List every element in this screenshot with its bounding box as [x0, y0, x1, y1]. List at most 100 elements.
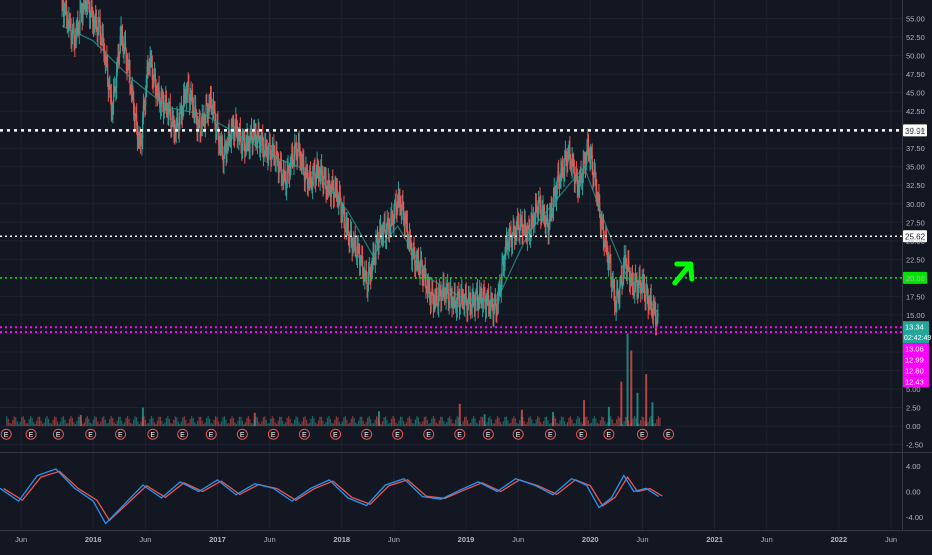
earnings-marker[interactable]: [85, 428, 97, 440]
volume-bar: [67, 423, 69, 427]
candle-body: [253, 131, 255, 143]
earnings-marker[interactable]: [663, 428, 675, 440]
candle-body: [279, 161, 282, 163]
candle-body: [241, 140, 244, 150]
candle-body: [289, 167, 291, 177]
candle-body: [86, 3, 88, 11]
candle-body: [227, 131, 230, 142]
earnings-marker[interactable]: [392, 428, 404, 440]
candle-body: [146, 66, 148, 80]
candle-body: [184, 90, 186, 98]
candle-body: [428, 281, 430, 289]
candle-body: [344, 229, 347, 232]
earnings-marker[interactable]: [25, 428, 37, 440]
earnings-marker[interactable]: [423, 428, 435, 440]
volume-bar: [256, 417, 258, 427]
alert-price-tag: [903, 354, 929, 366]
volume-bar: [636, 392, 639, 427]
candle-body: [338, 192, 341, 196]
candle-body: [361, 255, 363, 257]
volume-bar: [584, 416, 586, 427]
candle-body: [340, 201, 342, 215]
volume-bar: [553, 416, 555, 427]
earnings-marker[interactable]: [454, 428, 466, 440]
candle-body: [175, 120, 177, 133]
earnings-marker[interactable]: [482, 428, 494, 440]
earnings-marker[interactable]: [603, 428, 615, 440]
volume-bar: [22, 416, 24, 427]
volume-bar: [280, 416, 282, 427]
candle-body: [262, 135, 264, 146]
candle-body: [204, 115, 206, 126]
earnings-marker[interactable]: [147, 428, 159, 440]
candle-body: [394, 201, 397, 204]
candle-body: [186, 83, 188, 93]
earnings-marker-label: E: [426, 432, 431, 439]
candle-body: [352, 249, 354, 251]
earnings-marker[interactable]: [267, 428, 279, 440]
earnings-marker[interactable]: [0, 428, 12, 440]
volume-bar: [253, 412, 256, 427]
candle-body: [521, 222, 523, 233]
earnings-marker[interactable]: [52, 428, 64, 440]
volume-bar: [85, 418, 87, 427]
earnings-marker[interactable]: [330, 428, 342, 440]
earnings-marker[interactable]: [298, 428, 310, 440]
candle-body: [518, 229, 520, 234]
candle-body: [631, 274, 633, 279]
earnings-marker[interactable]: [236, 428, 248, 440]
candle-body: [220, 139, 222, 145]
candle-body: [177, 117, 179, 126]
candle-body: [195, 109, 197, 123]
volume-bar: [371, 423, 373, 427]
candle-body: [531, 214, 533, 224]
candle-body: [232, 122, 234, 127]
current-price-label: 13.34: [905, 323, 924, 332]
countdown-label: 02:42:49: [904, 335, 931, 342]
candle-body: [265, 141, 267, 145]
volume-bar: [83, 422, 85, 427]
candle-body: [350, 230, 352, 234]
candle-body: [192, 94, 194, 108]
earnings-marker[interactable]: [205, 428, 217, 440]
earnings-marker[interactable]: [545, 428, 557, 440]
candle-body: [79, 11, 81, 25]
candle-body: [113, 86, 115, 89]
earnings-marker[interactable]: [512, 428, 524, 440]
earnings-marker[interactable]: [115, 428, 127, 440]
candle-body: [381, 234, 383, 241]
volume-bar: [68, 419, 71, 427]
volume-bar: [346, 420, 348, 427]
time-axis-tick-label: Jun: [885, 535, 897, 544]
volume-bar: [557, 423, 560, 427]
candle-body: [378, 240, 380, 248]
candle-body: [299, 145, 301, 160]
earnings-marker[interactable]: [636, 428, 648, 440]
candle-body: [148, 67, 150, 70]
candle-body: [558, 178, 561, 187]
candle-body: [233, 135, 235, 137]
volume-bar: [59, 421, 62, 427]
candle-body: [552, 210, 554, 216]
earnings-marker[interactable]: [576, 428, 588, 440]
candle-body: [271, 146, 273, 157]
earnings-marker[interactable]: [177, 428, 189, 440]
candle-body: [92, 22, 95, 30]
volume-bar: [299, 424, 302, 427]
candle-body: [255, 135, 257, 145]
candle-body: [104, 54, 106, 64]
candle-body: [144, 103, 146, 106]
volume-bar: [450, 419, 452, 427]
earnings-marker[interactable]: [361, 428, 373, 440]
candle-body: [349, 233, 351, 243]
candle-body: [237, 138, 239, 142]
volume-bar: [617, 416, 619, 427]
candle-body: [377, 242, 379, 248]
candle-body: [485, 304, 487, 311]
candle-body: [66, 16, 68, 28]
volume-bar: [46, 416, 48, 427]
candle-body: [151, 56, 153, 68]
volume-bar: [282, 420, 284, 427]
